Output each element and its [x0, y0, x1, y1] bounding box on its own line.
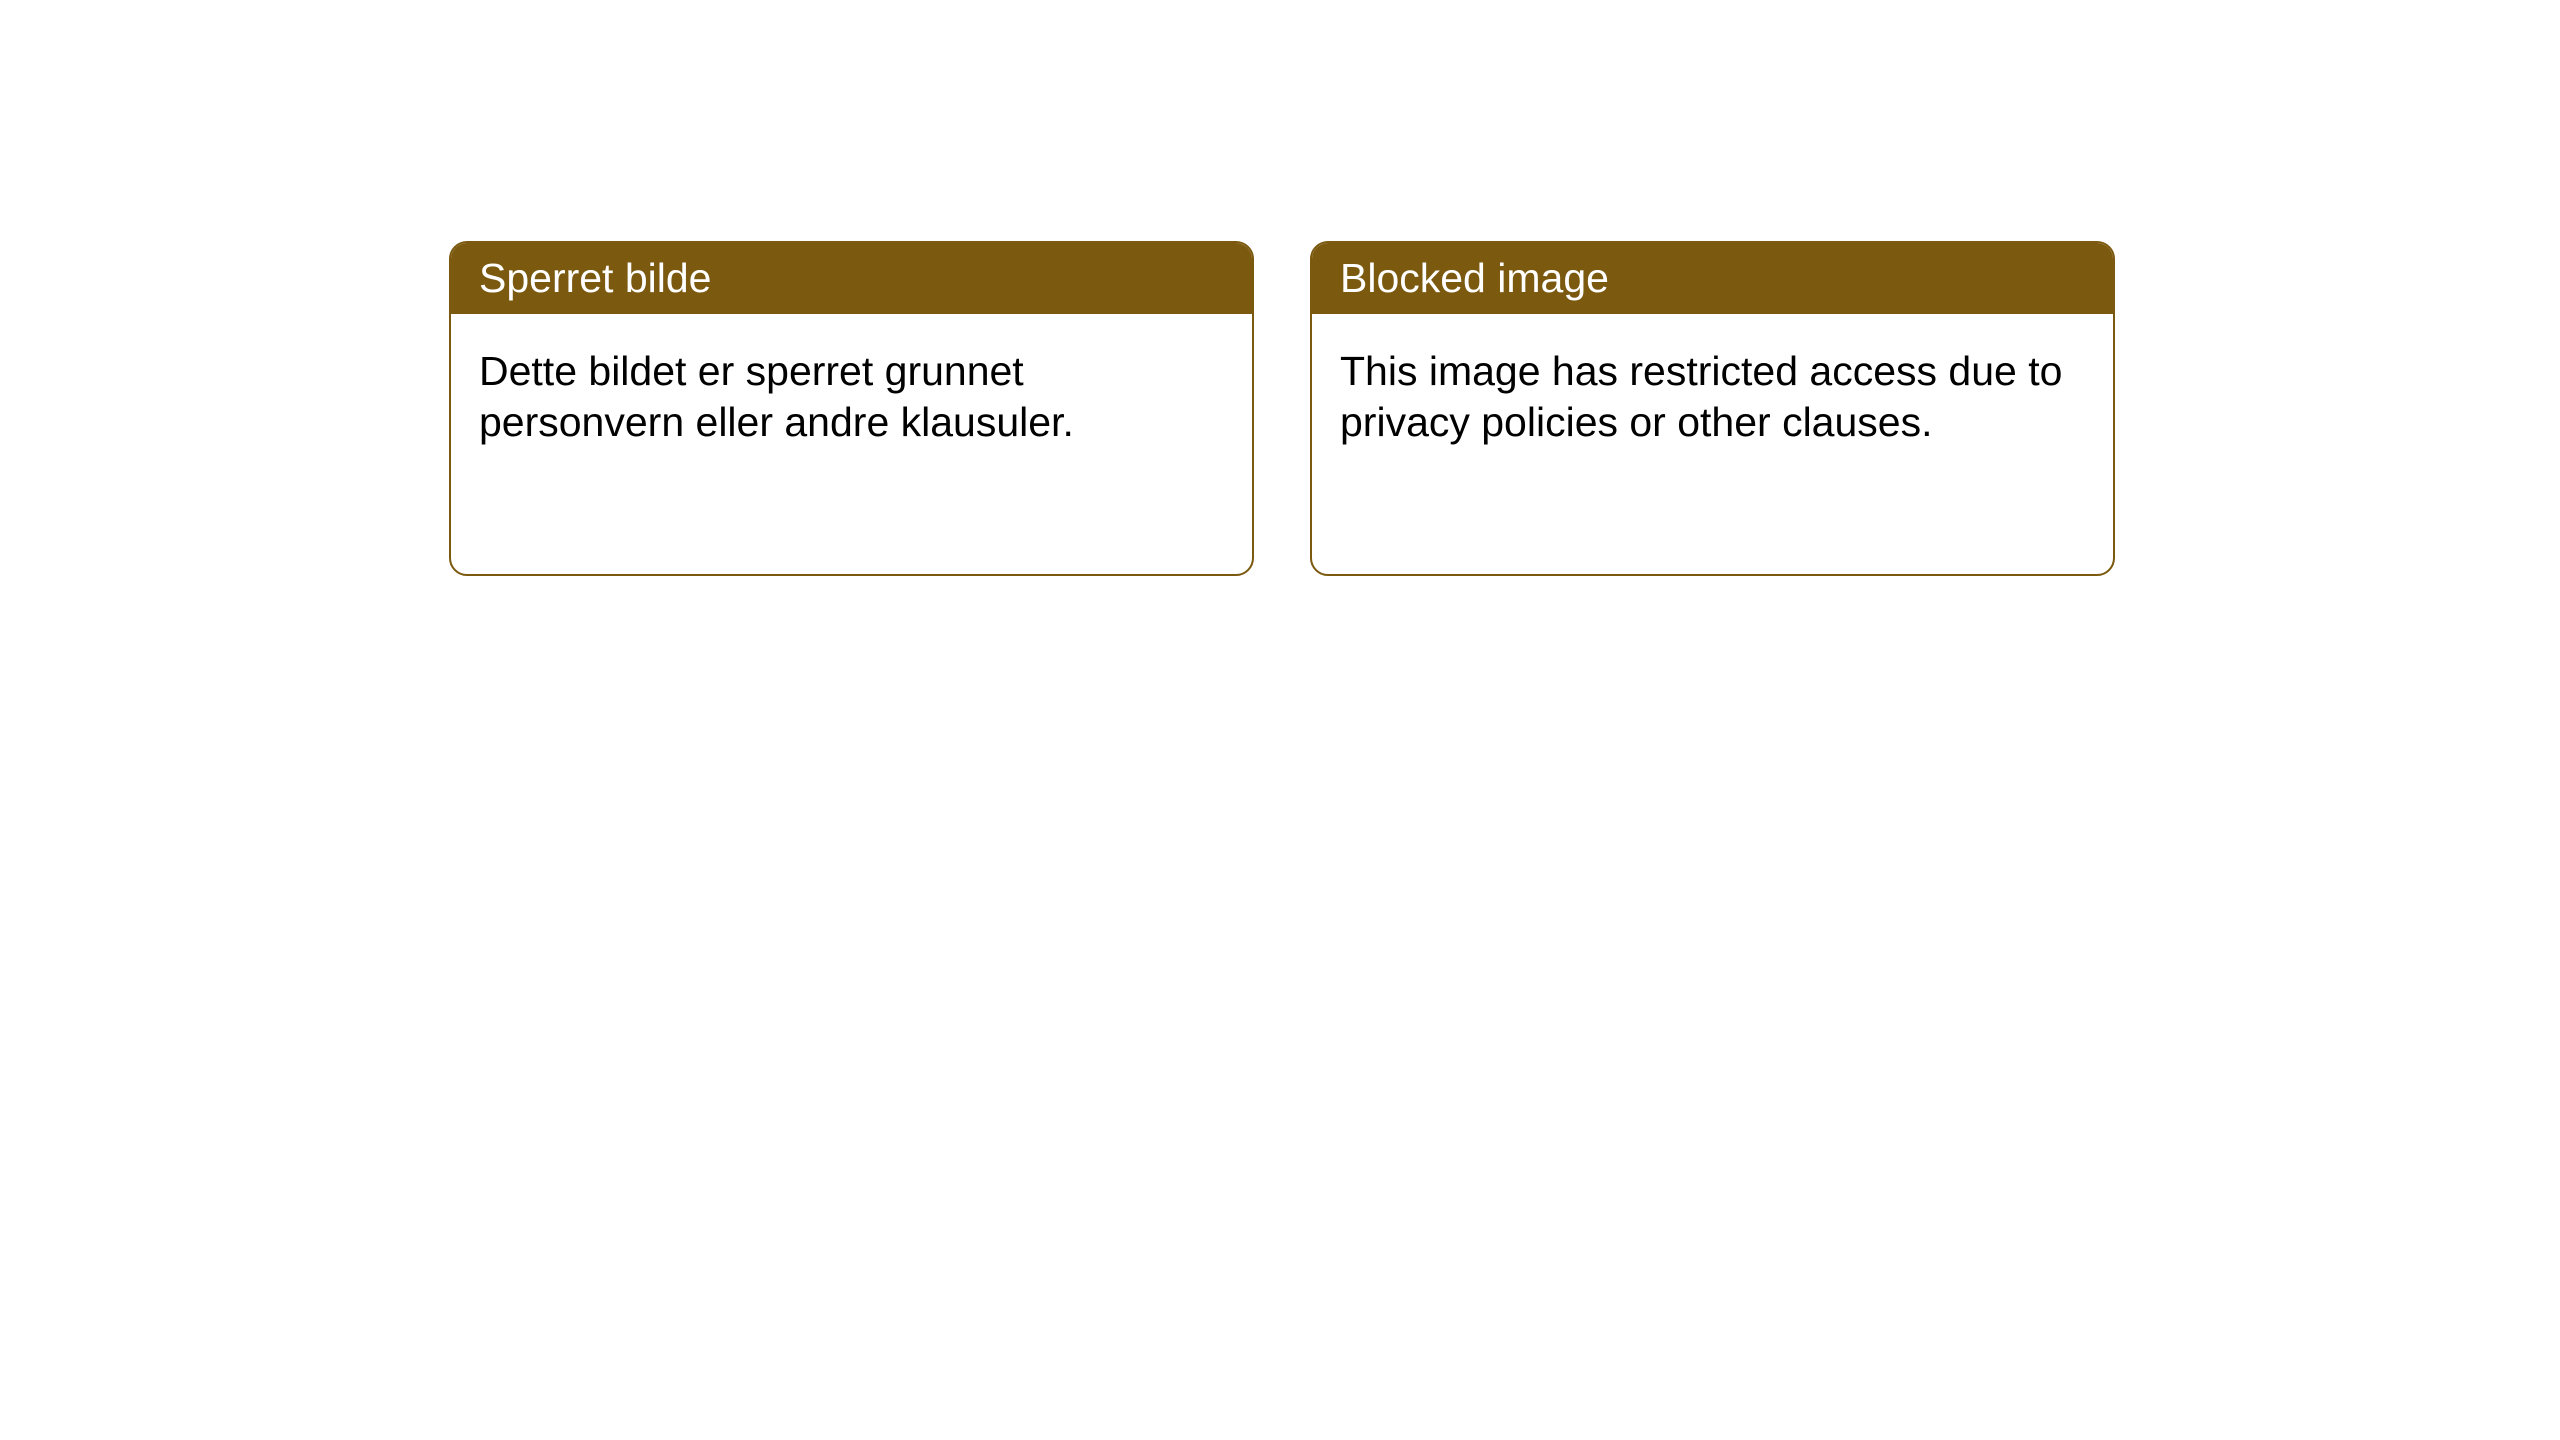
notice-container: Sperret bilde Dette bildet er sperret gr…	[449, 241, 2115, 576]
notice-body-text: Dette bildet er sperret grunnet personve…	[479, 348, 1074, 445]
notice-title: Sperret bilde	[479, 255, 711, 301]
notice-body-text: This image has restricted access due to …	[1340, 348, 2062, 445]
notice-body: This image has restricted access due to …	[1312, 314, 2113, 481]
notice-header: Sperret bilde	[451, 243, 1252, 314]
notice-header: Blocked image	[1312, 243, 2113, 314]
notice-title: Blocked image	[1340, 255, 1609, 301]
notice-body: Dette bildet er sperret grunnet personve…	[451, 314, 1252, 481]
notice-card-norwegian: Sperret bilde Dette bildet er sperret gr…	[449, 241, 1254, 576]
notice-card-english: Blocked image This image has restricted …	[1310, 241, 2115, 576]
